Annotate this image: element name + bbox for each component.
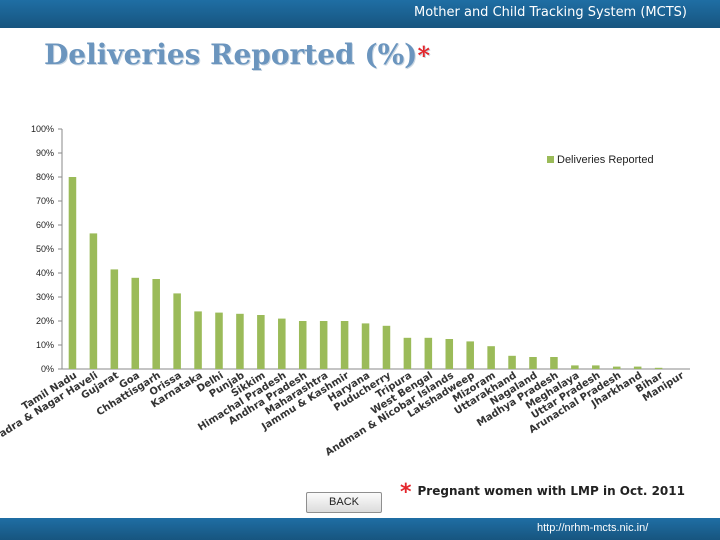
banner-title: Mother and Child Tracking System (MCTS) <box>414 5 687 20</box>
footer-url[interactable]: http://nrhm-mcts.nic.in/ <box>537 522 649 534</box>
bar <box>550 357 558 369</box>
page-title-text: Deliveries Reported (%) <box>44 38 418 71</box>
title-asterisk: * <box>417 41 430 70</box>
header-bar: Mother and Child Tracking System (MCTS) <box>0 0 720 28</box>
bar <box>654 367 663 369</box>
bar <box>529 357 537 369</box>
y-tick-label: 20% <box>36 316 54 326</box>
category-label: Dadra & Nagar Haveli <box>0 370 100 444</box>
footnote-text: Pregnant women with LMP in Oct. 2011 <box>417 484 685 498</box>
footnote-asterisk: * <box>400 480 412 505</box>
y-tick-label: 0% <box>41 364 54 374</box>
bar <box>278 318 286 369</box>
page-title: Deliveries Reported (%)* <box>44 38 430 71</box>
deliveries-bar-chart: 0%10%20%30%40%50%60%70%80%90%100%Tamil N… <box>0 124 690 458</box>
bar <box>319 321 328 369</box>
y-tick-label: 60% <box>36 220 54 230</box>
bar <box>194 311 202 369</box>
bar <box>89 233 98 369</box>
bar <box>508 355 516 369</box>
bar <box>445 339 454 369</box>
bar <box>592 365 600 369</box>
bar <box>152 279 160 369</box>
bar <box>257 315 265 369</box>
bar <box>340 321 349 369</box>
bar <box>68 177 77 369</box>
back-button[interactable]: BACK <box>306 492 382 513</box>
bar <box>131 277 140 369</box>
bar <box>612 366 621 369</box>
bar <box>236 313 244 369</box>
bar <box>403 337 412 369</box>
bar <box>487 346 495 369</box>
legend-swatch <box>547 156 554 163</box>
footer-bar: http://nrhm-mcts.nic.in/ <box>0 518 720 540</box>
bar <box>215 312 223 369</box>
bar <box>110 269 119 369</box>
bar <box>424 337 433 369</box>
footnote: * Pregnant women with LMP in Oct. 2011 <box>400 480 685 505</box>
y-tick-label: 40% <box>36 268 54 278</box>
y-tick-label: 70% <box>36 196 54 206</box>
y-tick-label: 10% <box>36 340 54 350</box>
bar <box>633 366 642 369</box>
y-tick-label: 100% <box>31 124 54 134</box>
bar <box>571 365 579 369</box>
bar <box>466 341 474 369</box>
bar <box>173 293 181 369</box>
y-tick-label: 30% <box>36 292 54 302</box>
bar <box>361 323 370 369</box>
y-tick-label: 80% <box>36 172 54 182</box>
y-tick-label: 50% <box>36 244 54 254</box>
legend-label: Deliveries Reported <box>557 154 654 166</box>
y-tick-label: 90% <box>36 148 54 158</box>
bar <box>382 325 391 369</box>
bar <box>298 321 307 369</box>
